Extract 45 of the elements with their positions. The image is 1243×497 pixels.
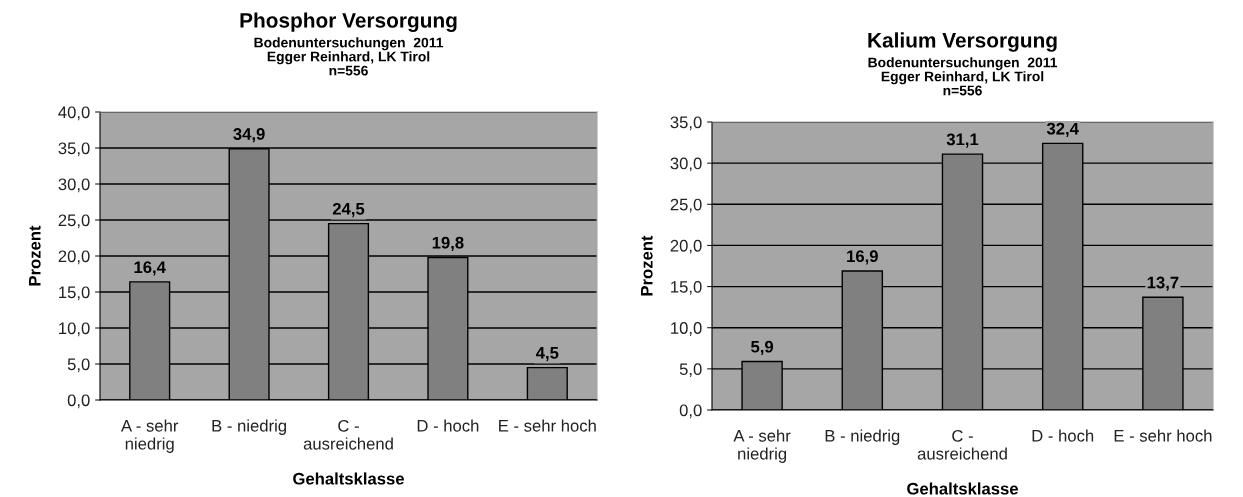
chart-subtitle: Bodenuntersuchungen 2011 Egger Reinhard, LK Tirol n=556 (254, 37, 444, 76)
data-label: 31,1 (946, 133, 979, 148)
x-tick-label: E - sehr hoch (1114, 429, 1212, 442)
y-tick-label: 10,0 (671, 322, 702, 336)
y-tick-label: 30,0 (670, 157, 702, 172)
data-label: 16,9 (847, 250, 878, 265)
data-label: 5,9 (751, 340, 774, 356)
x-tick-label: B - niedrig (212, 419, 287, 435)
y-tick-label: 20,0 (670, 239, 702, 254)
data-label: 32,4 (1046, 122, 1079, 137)
y-tick-label: 35,0 (670, 116, 702, 131)
y-tick-label: 0,0 (67, 394, 90, 409)
y-tick-label: 5,0 (67, 358, 90, 373)
chart-title: Phosphor Versorgung (240, 12, 457, 32)
y-tick-label: 25,0 (670, 198, 702, 213)
x-tick-label: E - sehr hoch (499, 419, 596, 432)
y-tick-label: 30,0 (58, 178, 90, 193)
y-tick-label: 15,0 (59, 286, 90, 301)
x-axis-title: Gehaltsklasse (293, 472, 404, 485)
data-label: 19,8 (432, 236, 464, 252)
data-label: 16,4 (134, 261, 166, 276)
y-tick-label: 20,0 (58, 250, 90, 265)
y-tick-label: 25,0 (58, 214, 90, 229)
y-tick-label: 40,0 (58, 106, 90, 121)
y-axis-title: Prozent (641, 235, 653, 296)
y-axis-title: Prozent (29, 225, 41, 286)
x-tick-label: C - ausreichend (303, 419, 393, 450)
x-tick-label: C - ausreichend (917, 429, 1007, 460)
x-tick-label: A - sehr niedrig (733, 429, 791, 463)
y-tick-label: 0,0 (679, 404, 702, 419)
y-tick-label: 35,0 (58, 142, 90, 157)
data-label: 24,5 (332, 202, 365, 218)
data-label: 34,9 (233, 128, 265, 143)
x-tick-label: B - niedrig (825, 429, 900, 445)
x-tick-label: D - hoch (417, 419, 479, 432)
y-tick-label: 5,0 (679, 363, 702, 378)
chart-title: Kalium Versorgung (868, 32, 1057, 52)
y-tick-label: 10,0 (59, 322, 90, 337)
chart-subtitle: Bodenuntersuchungen 2011 Egger Reinhard, LK Tirol n=556 (868, 57, 1058, 96)
x-tick-label: A - sehr niedrig (121, 419, 179, 453)
x-axis-title: Gehaltsklasse (907, 482, 1018, 495)
data-label: 4,5 (535, 347, 559, 362)
y-tick-label: 15,0 (671, 280, 702, 295)
x-tick-label: D - hoch (1032, 429, 1094, 442)
data-label: 13,7 (1147, 276, 1179, 291)
